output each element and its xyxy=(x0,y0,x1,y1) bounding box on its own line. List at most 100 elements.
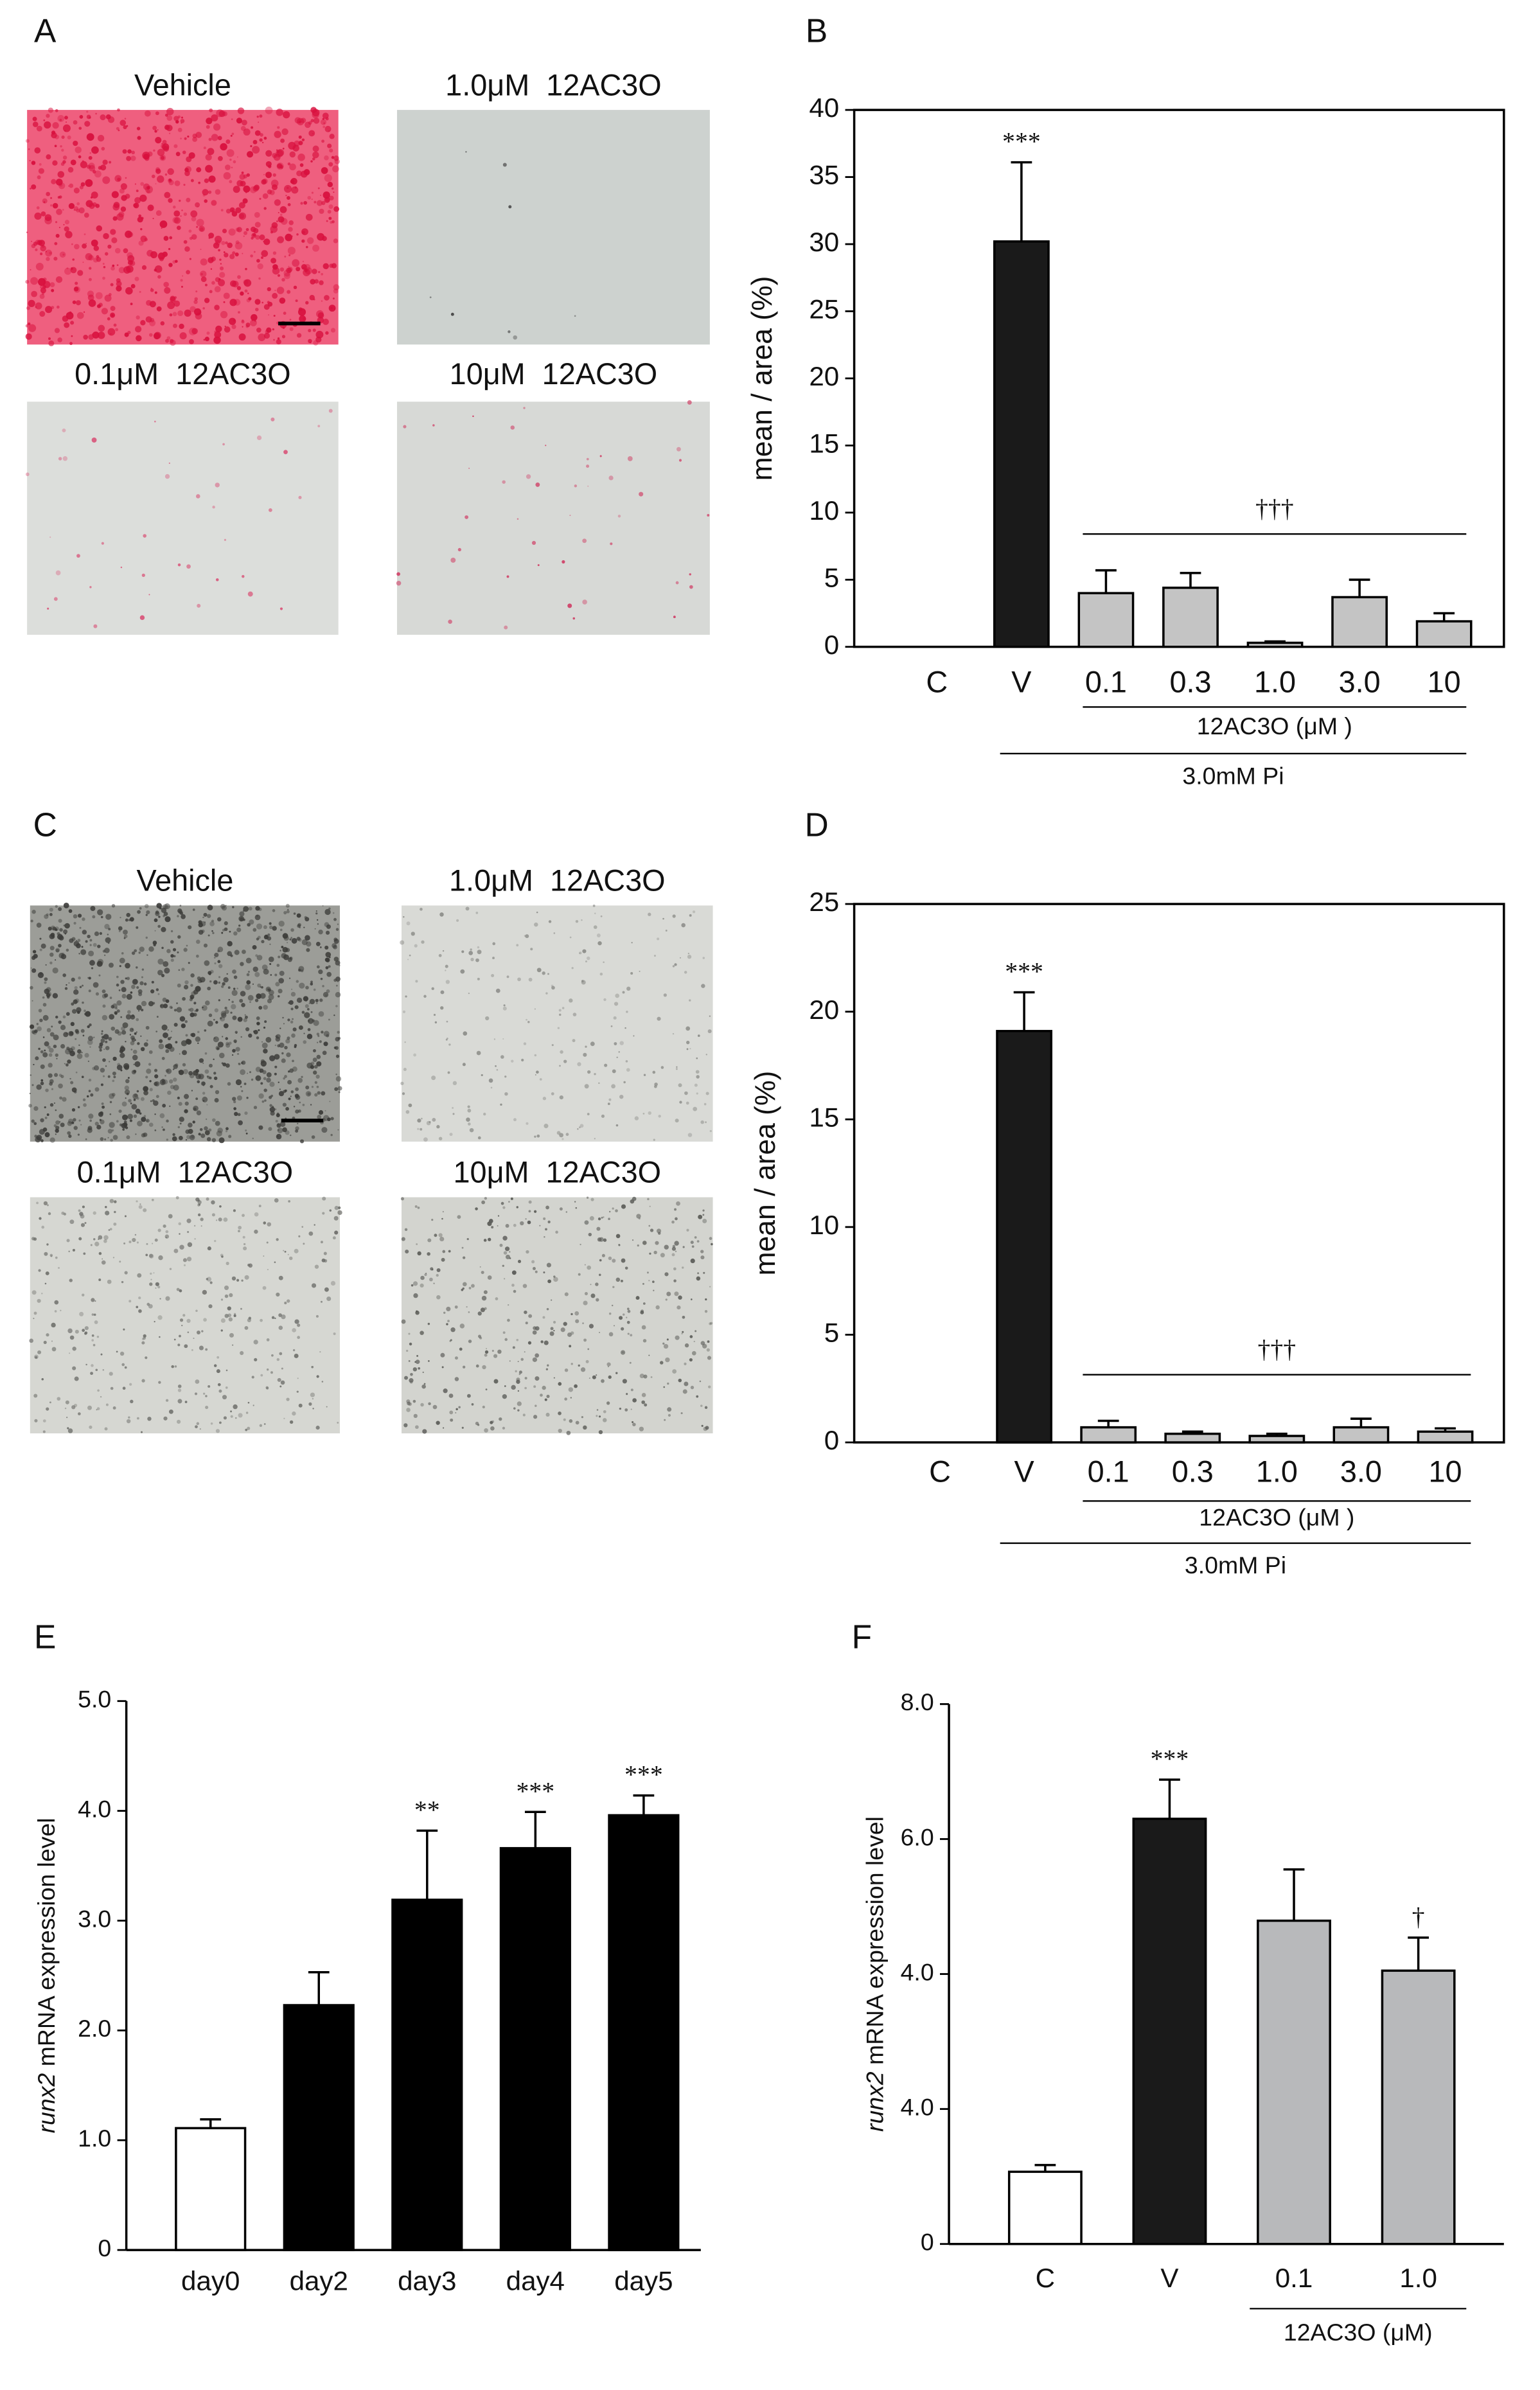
micrograph-speck xyxy=(119,1052,125,1058)
micrograph-speck xyxy=(315,998,319,1002)
micrograph-speck xyxy=(590,1284,592,1286)
micrograph-speck xyxy=(404,1228,408,1232)
micrograph-speck xyxy=(152,1099,155,1102)
micrograph-speck xyxy=(422,1371,424,1374)
micrograph-speck xyxy=(268,164,272,168)
micrograph-speck xyxy=(513,335,518,340)
micrograph-speck xyxy=(165,999,170,1004)
micrograph-speck xyxy=(143,1115,146,1118)
micrograph-speck xyxy=(221,241,226,245)
micrograph-speck xyxy=(546,1394,550,1399)
micrograph-speck xyxy=(139,290,141,293)
micrograph-speck xyxy=(330,221,333,224)
micrograph-speck xyxy=(104,294,112,302)
micrograph-speck xyxy=(400,940,405,945)
micrograph-speck xyxy=(78,1237,82,1241)
micrograph-speck xyxy=(287,908,289,910)
micrograph-label: 0.1μM 12AC3O xyxy=(77,1156,294,1189)
micrograph-speck xyxy=(161,1057,165,1060)
micrograph-speck xyxy=(217,1128,223,1133)
micrograph-speck xyxy=(205,164,213,173)
micrograph-speck xyxy=(97,944,101,948)
micrograph-speck xyxy=(199,311,202,314)
micrograph-speck xyxy=(310,1104,312,1106)
micrograph-speck xyxy=(696,1276,701,1281)
micrograph-speck xyxy=(252,944,257,950)
micrograph-speck xyxy=(583,1052,587,1057)
micrograph-speck xyxy=(208,934,210,937)
micrograph-speck xyxy=(217,960,221,964)
micrograph-speck xyxy=(129,1034,132,1036)
micrograph-speck xyxy=(185,1034,188,1037)
micrograph-speck xyxy=(105,114,111,120)
micrograph-speck xyxy=(320,119,327,125)
micrograph-speck xyxy=(235,1417,237,1419)
micrograph-speck xyxy=(211,919,215,923)
micrograph-speck xyxy=(551,1299,553,1301)
micrograph-speck xyxy=(420,907,423,911)
micrograph-speck xyxy=(254,130,261,136)
micrograph-speck xyxy=(100,114,106,121)
micrograph-speck xyxy=(292,1328,296,1332)
micrograph-speck xyxy=(191,1349,193,1351)
panel-letter: E xyxy=(34,1618,56,1655)
micrograph-speck xyxy=(48,1063,53,1068)
micrograph-speck xyxy=(86,1095,89,1098)
micrograph-speck xyxy=(502,1038,504,1040)
micrograph-speck xyxy=(277,1128,283,1133)
micrograph-speck xyxy=(33,1063,35,1066)
micrograph-speck xyxy=(599,972,603,976)
micrograph-speck xyxy=(188,1122,193,1128)
micrograph-speck xyxy=(263,1026,266,1029)
micrograph-speck xyxy=(534,1054,537,1057)
micrograph-speck xyxy=(542,971,545,975)
micrograph-speck xyxy=(109,161,112,164)
micrograph-speck xyxy=(58,1074,62,1077)
micrograph-speck xyxy=(230,1011,233,1014)
micrograph-speck xyxy=(279,267,285,272)
micrograph-speck xyxy=(251,1078,254,1081)
micrograph-speck xyxy=(582,949,587,953)
micrograph-speck xyxy=(104,1138,107,1140)
micrograph-speck xyxy=(499,1417,502,1421)
micrograph-speck xyxy=(198,181,200,184)
micrograph-speck xyxy=(214,1239,217,1243)
micrograph-speck xyxy=(317,1041,319,1043)
micrograph-speck xyxy=(218,981,220,984)
micrograph-speck xyxy=(301,231,305,235)
micrograph-speck xyxy=(279,206,287,213)
micrograph-speck xyxy=(256,915,258,917)
micrograph-speck xyxy=(249,1001,251,1004)
micrograph-speck xyxy=(468,1340,472,1343)
micrograph-speck xyxy=(245,1132,248,1135)
micrograph-speck xyxy=(87,1039,93,1045)
micrograph-speck xyxy=(295,1109,299,1114)
micrograph-speck xyxy=(307,1028,311,1031)
micrograph-speck xyxy=(136,1031,137,1033)
micrograph-speck xyxy=(461,1426,464,1429)
micrograph-speck xyxy=(627,1332,630,1335)
micrograph-speck xyxy=(44,977,48,981)
micrograph-speck xyxy=(154,291,157,294)
micrograph-speck xyxy=(431,1076,436,1081)
micrograph-speck xyxy=(321,1031,324,1034)
micrograph-speck xyxy=(31,1084,34,1086)
micrograph-speck xyxy=(648,1280,650,1282)
micrograph-speck xyxy=(108,1037,112,1041)
micrograph-speck xyxy=(272,267,280,275)
micrograph-speck xyxy=(25,324,29,328)
micrograph-speck xyxy=(335,960,341,966)
micrograph-speck xyxy=(695,1070,700,1074)
micrograph-speck xyxy=(495,988,500,993)
x-tick-label: 0.1 xyxy=(1085,666,1127,699)
micrograph-speck xyxy=(127,1077,130,1079)
micrograph-speck xyxy=(184,1109,188,1113)
micrograph-speck xyxy=(452,1113,455,1115)
micrograph-speck xyxy=(248,1263,253,1268)
micrograph-speck xyxy=(310,1011,313,1013)
micrograph-speck xyxy=(290,937,293,939)
micrograph-speck xyxy=(252,139,258,145)
micrograph-speck xyxy=(184,1101,189,1106)
micrograph-speck xyxy=(179,1318,184,1322)
micrograph-speck xyxy=(177,1388,182,1392)
